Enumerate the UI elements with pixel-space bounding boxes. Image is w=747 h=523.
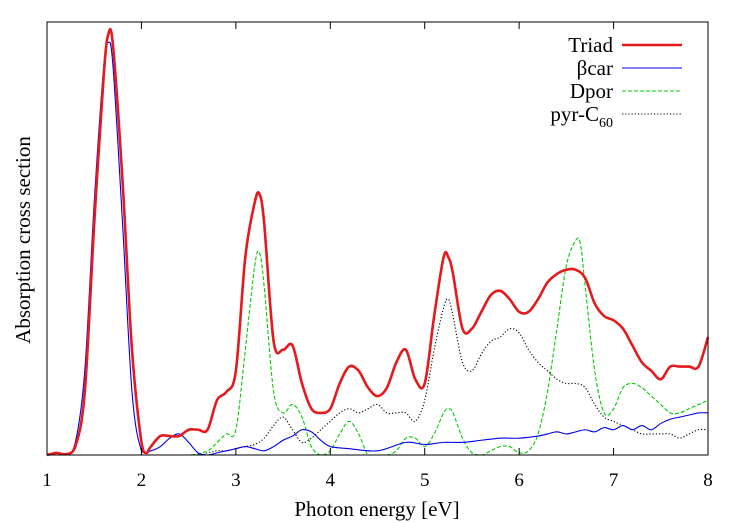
x-tick-label: 7 bbox=[609, 470, 619, 491]
x-tick-label: 8 bbox=[703, 470, 713, 491]
ticks: 1 2 3 4 5 6 7 8 bbox=[42, 22, 713, 491]
plot-frame bbox=[46, 21, 709, 456]
x-tick-label: 3 bbox=[231, 470, 241, 491]
series-line-triad bbox=[46, 27, 710, 457]
x-tick-label: 5 bbox=[420, 470, 430, 491]
legend-label: βcar bbox=[577, 56, 613, 80]
series-line--car bbox=[46, 41, 709, 456]
x-tick-label: 6 bbox=[514, 470, 524, 491]
legend-label: Triad bbox=[568, 33, 613, 57]
x-tick-label: 4 bbox=[326, 470, 336, 491]
x-tick-label: 1 bbox=[42, 470, 52, 491]
x-axis-label: Photon energy [eV] bbox=[294, 497, 459, 521]
series-layer bbox=[46, 27, 710, 457]
series-line-dpor bbox=[46, 237, 709, 456]
x-tick-label: 2 bbox=[137, 470, 147, 491]
legend-label: Dpor bbox=[570, 79, 613, 103]
y-axis-label: Absorption cross section bbox=[11, 136, 35, 344]
